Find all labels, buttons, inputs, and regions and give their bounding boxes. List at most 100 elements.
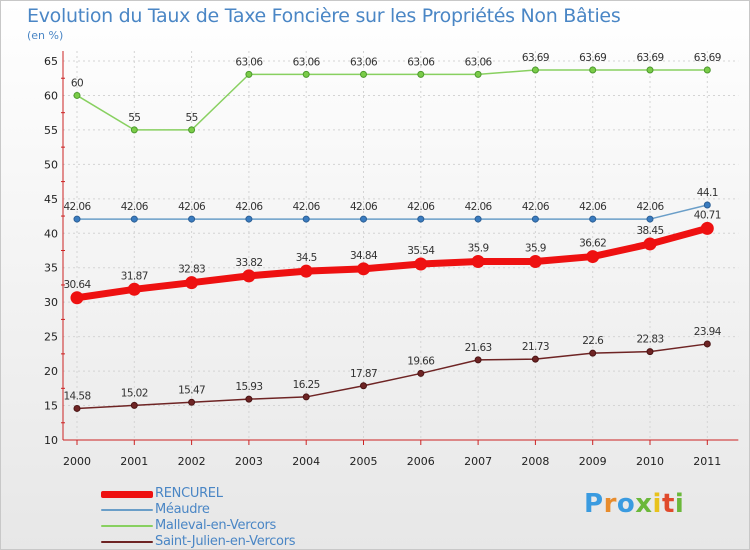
data-point [302,393,310,401]
x-tick-label: 2011 [693,455,721,468]
data-point [245,395,253,403]
y-tick-label: 60 [44,89,58,102]
logo-letter: x [635,489,653,519]
logo-letter: r [603,489,617,519]
data-point [586,250,600,264]
data-point [357,262,370,276]
data-label: 16.25 [293,379,320,391]
logo-letter: t [661,489,675,519]
data-label: 63.06 [407,56,435,68]
legend-swatch [101,490,153,498]
y-tick-label: 25 [44,331,58,344]
data-point [531,215,539,223]
data-point [360,70,367,78]
data-label: 63.06 [350,56,378,68]
series-line-3 [76,343,709,410]
logo-letter: i [652,489,662,519]
legend-swatch [101,541,153,543]
data-label: 21.63 [465,342,492,354]
data-label: 15.93 [235,381,262,393]
logo-letter: o [616,489,636,519]
data-point [414,257,428,271]
data-label: 33.82 [235,257,262,269]
x-tick-label: 2005 [350,455,378,468]
data-point [73,215,81,223]
data-point [531,355,539,363]
data-point [474,70,482,78]
legend-swatch [101,509,153,511]
data-label: 34.84 [350,250,378,262]
data-label: 21.73 [522,341,549,353]
x-tick-label: 2000 [63,455,91,468]
data-label: 42.06 [63,201,91,213]
legend-swatch [101,525,153,527]
proxiti-logo: Proxiti [584,489,684,519]
data-label: 42.06 [350,201,378,213]
data-label: 34.5 [296,252,317,264]
data-label: 42.06 [522,201,550,213]
data-label: 40.71 [694,209,721,221]
y-tick-label: 45 [44,193,58,206]
data-label: 30.64 [63,279,91,291]
data-point [531,66,539,74]
x-tick-label: 2008 [521,455,549,468]
data-point [245,70,253,78]
data-label: 42.06 [235,201,263,213]
data-label: 19.66 [407,355,435,367]
data-label: 42.06 [293,201,321,213]
y-tick-label: 20 [44,365,58,378]
data-point [188,398,196,406]
data-label: 22.6 [582,335,604,347]
data-point [643,237,657,251]
data-point [474,356,482,364]
data-point [589,349,597,357]
data-label: 42.06 [121,201,149,213]
data-label: 63.06 [293,56,321,68]
logo-letter: i [674,489,685,519]
data-label: 63.06 [465,56,493,68]
x-tick-label: 2003 [235,455,263,468]
data-point [703,201,711,209]
y-tick-label: 10 [44,434,58,447]
data-point [70,291,84,305]
data-label: 63.69 [636,52,663,64]
x-tick-label: 2009 [579,455,607,468]
logo-letter: P [584,489,604,519]
data-point [299,264,313,278]
data-label: 42.06 [465,201,493,213]
data-label: 42.06 [579,201,607,213]
legend-label: Malleval-en-Vercors [155,518,276,533]
data-label: 60 [71,77,83,89]
data-label: 15.47 [178,384,205,396]
data-label: 63.06 [235,56,263,68]
data-point [646,215,654,223]
data-label: 31.87 [121,270,148,282]
data-point [360,215,367,223]
data-point [474,215,482,223]
data-label: 38.45 [636,225,663,237]
data-label: 22.83 [636,334,663,346]
data-label: 44.1 [697,187,718,199]
data-label: 42.06 [178,201,206,213]
data-point [130,215,138,223]
x-tick-label: 2001 [120,455,148,468]
data-point [242,269,256,283]
data-label: 35.9 [468,243,489,255]
data-point [188,215,196,223]
data-point [127,282,141,296]
data-point [73,91,81,99]
series-line-0 [73,224,711,302]
data-label: 63.69 [694,52,721,64]
data-point [417,215,425,223]
unit-label: (en %) [27,29,64,42]
y-tick-label: 40 [44,227,58,240]
legend-label: Méaudre [155,502,210,517]
legend-label: Saint-Julien-en-Vercors [155,534,296,549]
y-tick-label: 30 [44,296,58,309]
line-chart: 10 15 20 25 30 35 40 45 50 55 60 65 2000 2001 2002 2003… [44,51,739,468]
series-line-1 [76,204,709,220]
data-point [302,215,310,223]
data-label: 23.94 [694,326,722,338]
data-label: 63.69 [579,52,606,64]
